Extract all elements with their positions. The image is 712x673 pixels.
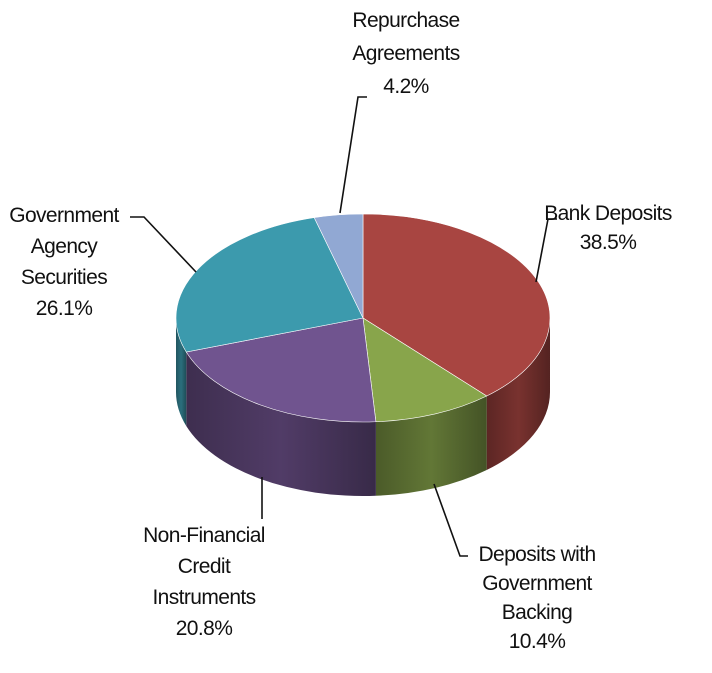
slice-name-label: Government [9,204,119,227]
slice-name-label: Instruments [152,586,255,609]
leader-line-bank-deposits [535,218,557,283]
slice-side-government-agency-securities [176,318,187,426]
slice-side-deposits-with-government-backing [375,396,487,496]
slice-name-label: Non-Financial [143,524,265,547]
slice-name-label: Government [482,572,592,595]
slice-repurchase-agreements [313,213,364,319]
slice-label-non-financial-credit-instruments: Non-Financial Credit Instruments 20.8% [143,524,265,640]
slice-labels: Bank Deposits 38.5% Deposits with Governmen… [9,9,672,653]
slice-government-agency-securities [175,217,364,353]
slice-name-label: Securities [21,266,107,289]
slice-value-label: 10.4% [509,630,566,653]
slice-label-repurchase-agreements: Repurchase Agreements 4.2% [352,9,460,98]
slice-name-label: Credit [178,555,231,578]
slice-name-label: Agency [31,235,99,258]
pie-3d-sides [176,318,550,496]
slice-label-deposits-with-government-backing: Deposits with Government Backing 10.4% [478,543,596,653]
slice-deposits-with-government-backing [362,317,488,423]
slice-name-label: Agreements [352,42,459,65]
slice-name-label: Deposits with [478,543,595,566]
pie-slices [175,213,551,423]
leader-lines [130,96,557,557]
slice-label-bank-deposits: Bank Deposits 38.5% [544,202,672,254]
slice-name-label: Bank Deposits [544,202,672,225]
slice-value-label: 4.2% [383,75,428,98]
leader-line-repurchase-agreements [339,96,367,214]
slice-non-financial-credit-instruments [185,317,377,423]
leader-line-deposits-with-government-backing [433,483,468,557]
slice-label-government-agency-securities: Government Agency Securities 26.1% [9,204,120,320]
slice-value-label: 20.8% [176,617,233,640]
slice-value-label: 38.5% [580,231,637,254]
slice-value-label: 26.1% [36,297,93,320]
slice-name-label: Backing [502,601,573,624]
slice-name-label: Repurchase [352,9,459,32]
slice-bank-deposits [362,213,551,397]
slice-side-bank-deposits [486,318,550,471]
slice-side-non-financial-credit-instruments [186,351,376,496]
leader-line-government-agency-securities [130,216,197,273]
